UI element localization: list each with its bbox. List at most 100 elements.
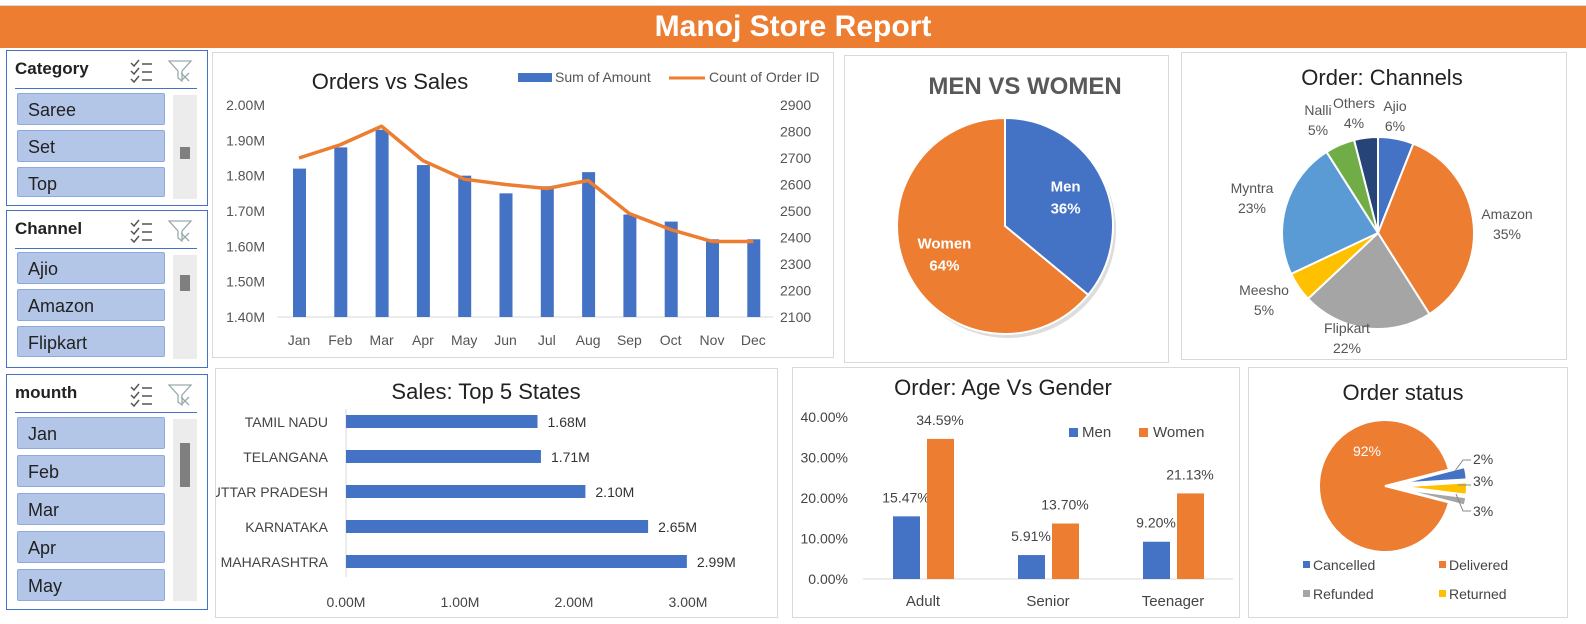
y-right-tick-label: 2200 bbox=[780, 283, 811, 299]
y-tick-label: 30.00% bbox=[801, 450, 848, 466]
age-vs-gender-svg: Order: Age Vs Gender 40.00% 30.00% 20.00% 10… bbox=[801, 375, 1233, 610]
slice-label-amazon: Amazon bbox=[1481, 206, 1532, 222]
x-tick-label: Apr bbox=[412, 332, 434, 348]
chart-title: MEN VS WOMEN bbox=[928, 73, 1121, 100]
slice-label-meesho: Meesho bbox=[1239, 282, 1289, 298]
bar-amount-dec bbox=[747, 239, 761, 317]
slicer-divider bbox=[15, 88, 197, 89]
chart-men-vs-women[interactable]: MEN VS WOMEN Men 36% Women 64% bbox=[844, 55, 1169, 363]
multi-select-icon[interactable] bbox=[130, 383, 152, 408]
gender-pie-slice-men bbox=[1004, 116, 1114, 297]
slicer-item-saree[interactable]: Saree bbox=[17, 93, 165, 125]
slicer-divider bbox=[15, 248, 197, 249]
slicer-item-may[interactable]: May bbox=[17, 569, 165, 601]
y-tick-label: 0.00% bbox=[808, 571, 848, 587]
bar-men-adult bbox=[893, 516, 920, 579]
slicer-month: mounth Jan Feb Mar Apr May bbox=[6, 374, 208, 610]
y-tick-label: 20.00% bbox=[801, 490, 848, 506]
legend-swatch-refunded bbox=[1303, 590, 1310, 597]
slicer-scrollbar[interactable] bbox=[173, 95, 197, 199]
slicer-divider bbox=[15, 412, 197, 413]
chart-order-channels[interactable]: Order: Channels Ajio 6% Amazon 35% Flipkart 22… bbox=[1181, 52, 1567, 360]
chart-title: Order: Age Vs Gender bbox=[894, 375, 1112, 400]
x-tick-label: Jul bbox=[538, 332, 556, 348]
legend-swatch-men bbox=[1069, 428, 1078, 437]
slicer-item-set[interactable]: Set bbox=[17, 130, 165, 162]
slicer-scrollbar[interactable] bbox=[173, 255, 197, 359]
slicer-item-amazon[interactable]: Amazon bbox=[17, 289, 165, 321]
x-tick-label: 1.00M bbox=[441, 594, 480, 610]
chart-title: Orders vs Sales bbox=[312, 69, 469, 94]
x-tick-label: Jun bbox=[494, 332, 517, 348]
scrollbar-thumb[interactable] bbox=[180, 275, 190, 291]
slicer-item-flipkart[interactable]: Flipkart bbox=[17, 326, 165, 357]
y-right-tick-label: 2500 bbox=[780, 203, 811, 219]
order-channels-svg: Order: Channels Ajio 6% Amazon 35% Flipkart 22… bbox=[1231, 65, 1533, 356]
slicer-scrollbar[interactable] bbox=[173, 419, 197, 601]
bar-women-teenager bbox=[1177, 493, 1204, 579]
slice-label-flipkart: Flipkart bbox=[1324, 320, 1370, 336]
chart-top-states[interactable]: Sales: Top 5 States TAMIL NADU 1.68M TELANG… bbox=[211, 368, 778, 618]
y-tick-label: TELANGANA bbox=[243, 449, 328, 465]
status-pie-slice-refunded bbox=[1400, 488, 1468, 507]
bar-telangana bbox=[346, 450, 541, 463]
x-tick-label: 3.00M bbox=[669, 594, 708, 610]
slicer-channel-title: Channel bbox=[15, 219, 83, 238]
slicer-item-top[interactable]: Top bbox=[17, 167, 165, 197]
bar-women-senior bbox=[1052, 523, 1079, 579]
bar-value-label: 15.47% bbox=[882, 489, 929, 505]
slicer-category-title: Category bbox=[15, 59, 89, 78]
slice-value-meesho: 5% bbox=[1254, 302, 1274, 318]
y-right-tick-label: 2100 bbox=[780, 309, 811, 325]
bar-amount-apr bbox=[416, 165, 430, 317]
status-pie-slice-delivered bbox=[1318, 419, 1451, 553]
channel-pie-slice-myntra bbox=[1281, 150, 1380, 276]
chart-age-vs-gender[interactable]: Order: Age Vs Gender 40.00% 30.00% 20.00% 10… bbox=[792, 367, 1240, 618]
status-pie-slice-returned bbox=[1400, 481, 1468, 496]
legend-label-refunded: Refunded bbox=[1313, 586, 1374, 602]
slicer-item-ajio[interactable]: Ajio bbox=[17, 252, 165, 284]
y-left-tick-label: 1.40M bbox=[226, 309, 265, 325]
multi-select-icon[interactable] bbox=[130, 59, 152, 84]
y-left-tick-label: 1.80M bbox=[226, 168, 265, 184]
bar-uttar-pradesh bbox=[346, 485, 586, 498]
slice-label-ajio: Ajio bbox=[1383, 98, 1407, 114]
bar-amount-feb bbox=[334, 147, 348, 317]
x-tick-label: 2.00M bbox=[555, 594, 594, 610]
bar-amount-mar bbox=[375, 129, 389, 317]
report-title: Manoj Store Report bbox=[654, 10, 932, 43]
legend-label-count: Count of Order ID bbox=[709, 69, 820, 85]
bar-value-label: 2.10M bbox=[595, 484, 634, 500]
x-tick-label: Nov bbox=[700, 332, 725, 348]
y-left-tick-label: 1.50M bbox=[226, 274, 265, 290]
bar-amount-may bbox=[458, 175, 472, 317]
scrollbar-thumb[interactable] bbox=[180, 443, 190, 487]
slicer-item-jan[interactable]: Jan bbox=[17, 417, 165, 449]
bar-amount-jan bbox=[293, 168, 306, 317]
chart-order-status[interactable]: Order status 92% 2% 3% 3% Cancelled Delivered R… bbox=[1248, 367, 1568, 618]
bar-women-adult bbox=[927, 438, 954, 579]
clear-filter-icon[interactable] bbox=[167, 384, 193, 407]
chart-orders-vs-sales[interactable]: Orders vs Sales Sum of Amount Count of Ord… bbox=[212, 52, 834, 358]
clear-filter-icon[interactable] bbox=[167, 220, 193, 243]
clear-filter-icon[interactable] bbox=[167, 60, 193, 83]
scrollbar-thumb[interactable] bbox=[180, 147, 190, 159]
slicer-category-header-icons bbox=[130, 59, 193, 84]
legend-label-delivered: Delivered bbox=[1449, 557, 1508, 573]
slicer-item-apr[interactable]: Apr bbox=[17, 531, 165, 563]
multi-select-icon[interactable] bbox=[130, 219, 152, 244]
channel-pie-slice-flipkart bbox=[1306, 231, 1431, 330]
bar-amount-aug bbox=[582, 172, 596, 317]
x-tick-label: Aug bbox=[576, 332, 601, 348]
x-tick-label: Dec bbox=[741, 332, 766, 348]
slicer-item-feb[interactable]: Feb bbox=[17, 455, 165, 487]
slicer-item-mar[interactable]: Mar bbox=[17, 493, 165, 525]
slicer-channel-header-icons bbox=[130, 219, 193, 244]
bar-amount-nov bbox=[706, 239, 719, 317]
x-tick-label: Teenager bbox=[1142, 593, 1205, 610]
slice-value-returned: 3% bbox=[1473, 473, 1493, 489]
bar-value-label: 13.70% bbox=[1041, 497, 1088, 513]
x-tick-label: Feb bbox=[328, 332, 352, 348]
order-status-svg: Order status 92% 2% 3% 3% Cancelled Delivered R… bbox=[1303, 380, 1508, 602]
slice-label-nalli: Nalli bbox=[1304, 102, 1331, 118]
